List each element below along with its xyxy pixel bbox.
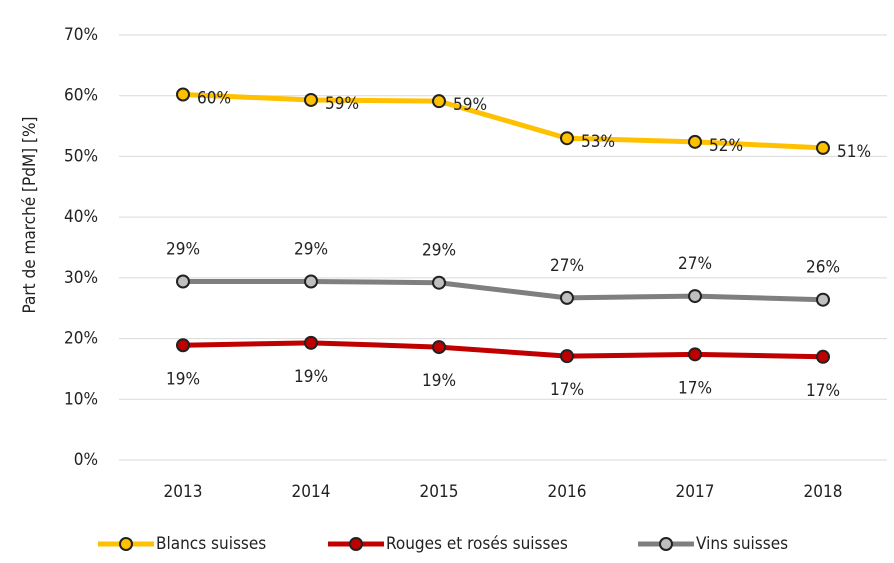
- point-marker: [432, 340, 446, 355]
- data-label: 17%: [806, 381, 840, 401]
- data-label: 59%: [325, 94, 359, 114]
- y-tick-label: 10%: [64, 389, 98, 409]
- point-marker: [432, 94, 446, 109]
- x-tick-label: 2016: [548, 482, 587, 502]
- point-marker: [304, 274, 318, 289]
- point-marker: [176, 338, 190, 353]
- point-marker: [176, 87, 190, 102]
- point-marker: [688, 289, 702, 304]
- data-label: 29%: [294, 240, 328, 260]
- point-marker: [816, 292, 830, 307]
- y-tick-label: 50%: [64, 146, 98, 166]
- point-marker: [304, 92, 318, 107]
- y-axis-label: Part de marché [PdM] [%]: [20, 117, 40, 314]
- series-line: [182, 340, 824, 360]
- x-tick-label: 2018: [804, 482, 843, 502]
- point-marker: [176, 274, 190, 289]
- data-label: 17%: [678, 378, 712, 398]
- point-marker: [560, 349, 574, 364]
- point-marker: [688, 347, 702, 362]
- data-label: 29%: [422, 241, 456, 261]
- legend-marker: [349, 537, 363, 551]
- legend-marker: [659, 537, 673, 551]
- data-label: 51%: [837, 142, 871, 162]
- legend-label: Vins suisses: [696, 534, 788, 554]
- y-tick-label: 40%: [64, 207, 98, 227]
- data-label: 27%: [678, 254, 712, 274]
- point-marker: [432, 275, 446, 290]
- series-line: [183, 279, 824, 303]
- x-tick-label: 2015: [420, 482, 459, 502]
- legend-marker: [119, 537, 133, 551]
- data-label: 19%: [422, 371, 456, 391]
- x-tick-label: 2013: [164, 482, 203, 502]
- data-label: 26%: [806, 258, 840, 278]
- y-tick-label: 0%: [74, 450, 98, 470]
- x-tick-label: 2017: [676, 482, 715, 502]
- legend-label: Rouges et rosés suisses: [386, 534, 568, 554]
- x-tick-label: 2014: [292, 482, 331, 502]
- data-label: 17%: [550, 380, 584, 400]
- data-label: 59%: [453, 95, 487, 115]
- data-label: 27%: [550, 256, 584, 276]
- data-label: 29%: [166, 240, 200, 260]
- legend-label: Blancs suisses: [156, 534, 266, 554]
- y-tick-label: 20%: [64, 329, 98, 349]
- point-marker: [816, 140, 830, 155]
- data-label: 19%: [166, 369, 200, 389]
- data-label: 52%: [709, 136, 743, 156]
- point-marker: [304, 335, 318, 350]
- point-marker: [560, 131, 574, 146]
- point-marker: [816, 349, 830, 364]
- data-label: 60%: [197, 89, 231, 109]
- point-marker: [688, 134, 702, 149]
- y-tick-label: 30%: [64, 268, 98, 288]
- data-label: 53%: [581, 132, 615, 152]
- data-label: 19%: [294, 367, 328, 387]
- y-tick-label: 70%: [64, 25, 98, 45]
- y-tick-label: 60%: [64, 86, 98, 106]
- point-marker: [560, 290, 574, 305]
- series-line: [182, 92, 824, 151]
